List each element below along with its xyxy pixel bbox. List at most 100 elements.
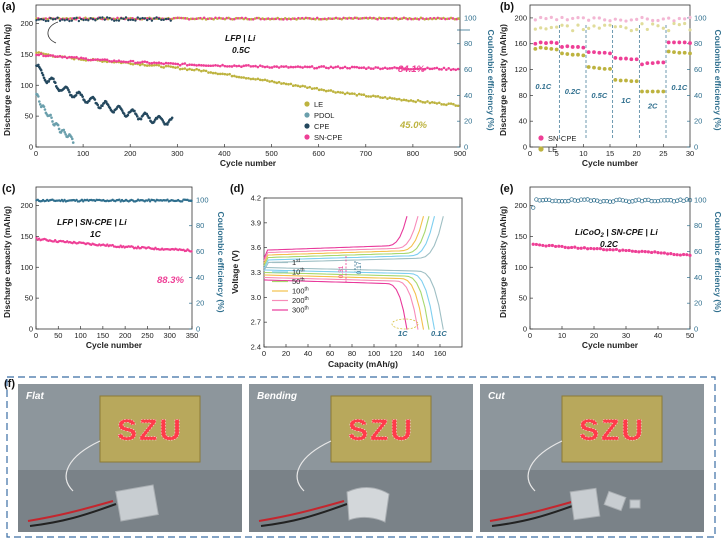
panel-a-label-84: 84.1%: [398, 64, 425, 75]
point-sn-cpe: [402, 67, 406, 70]
point-le: [183, 67, 187, 70]
point-le: [624, 78, 628, 83]
point-sn-cpe: [677, 40, 682, 45]
point-le: [682, 50, 687, 55]
ce-point: [336, 17, 340, 20]
point-le: [258, 78, 262, 82]
charge-curve-300: [263, 216, 408, 259]
point-le: [554, 47, 559, 52]
point-sn-cpe: [656, 251, 660, 255]
ce-point-cpe: [167, 17, 170, 21]
point-le: [284, 82, 288, 86]
point-le: [157, 64, 161, 67]
photo-title: Bending: [257, 391, 297, 402]
ce-point-sn: [544, 16, 548, 21]
point-le: [379, 96, 382, 99]
point-sn-cpe: [329, 65, 333, 69]
ce-point: [189, 17, 193, 21]
ce-point: [248, 17, 251, 21]
y2-tick-label: 40: [694, 273, 702, 282]
ce-point-cpe: [155, 16, 158, 19]
ce-point: [172, 16, 176, 20]
discharge-curve-100: [263, 274, 425, 330]
point-sn-cpe: [131, 59, 135, 63]
point-sn-cpe: [237, 64, 241, 68]
point-sn-cpe: [549, 40, 554, 45]
point-sn-cpe: [659, 251, 663, 255]
legend-label-sn-cpe-b: SN-CPE: [548, 134, 576, 143]
point-le: [230, 74, 234, 78]
point-sn-cpe: [247, 63, 250, 67]
point-le: [454, 104, 458, 107]
point-le: [404, 98, 408, 102]
point-sn-cpe: [211, 64, 215, 67]
point-sn-cpe: [209, 64, 213, 68]
point-sn-cpe: [613, 56, 618, 60]
panel-e: (e) 0 10 20 30 40 50050100150200020406080100 …: [498, 183, 723, 350]
point-sn-cpe: [58, 55, 62, 58]
wire-black: [29, 503, 117, 527]
point-cpe: [139, 117, 143, 121]
point-sn-cpe: [94, 58, 97, 61]
point-sn-cpe: [565, 44, 570, 49]
ce-point-le: [581, 27, 585, 32]
ce-point: [665, 198, 670, 203]
point-le: [200, 69, 203, 73]
point-le: [560, 51, 564, 56]
ce-point-cpe: [96, 17, 99, 20]
point-le: [372, 94, 375, 98]
point-sn-cpe: [629, 57, 634, 62]
ce-point-cpe: [136, 16, 139, 19]
point-le: [677, 50, 682, 55]
x-tick-label: 160: [434, 349, 447, 358]
panel-d-gap-annotations: 0.31 0.17: [338, 256, 363, 284]
point-le: [195, 67, 198, 71]
ce-point-le: [597, 26, 601, 30]
y-tick-label: 50: [25, 294, 33, 303]
point-sn-cpe: [204, 64, 208, 67]
ce-point: [278, 17, 281, 21]
point-sn-cpe: [586, 50, 591, 55]
ce-point: [174, 16, 178, 20]
x-tick-label: 350: [186, 331, 199, 340]
point-sn-cpe: [624, 248, 628, 253]
y-tick-label: 4.2: [251, 194, 261, 203]
ce-point-cpe: [124, 16, 128, 19]
point-cpe: [133, 109, 136, 113]
point-sn-cpe: [447, 67, 450, 70]
point-sn-cpe: [254, 64, 257, 68]
panel-e-marks: [531, 197, 693, 257]
ce-point: [550, 198, 555, 204]
point-cpe: [126, 113, 130, 117]
point-sn-cpe: [214, 63, 217, 67]
ce-point-cpe: [129, 18, 132, 21]
point-sn-cpe: [608, 247, 612, 252]
point-sn-cpe: [383, 66, 387, 70]
ce-point-sn: [587, 18, 591, 22]
point-le: [645, 89, 650, 94]
ce-point: [614, 197, 619, 203]
point-pdol: [64, 133, 67, 136]
x-tick-label: 15: [606, 149, 614, 158]
point-sn-cpe: [334, 65, 337, 69]
ce-point-cpe: [65, 18, 69, 21]
ce-point-cpe: [89, 17, 92, 20]
ce-point-cpe: [145, 18, 149, 22]
ce-point-le: [555, 25, 559, 29]
point-cpe: [122, 112, 126, 115]
point-sn-cpe: [190, 250, 193, 253]
point-le: [329, 89, 333, 92]
ce-point-le: [640, 22, 644, 26]
point-le: [244, 76, 248, 80]
ce-point-cpe: [51, 18, 55, 21]
ce-point: [118, 198, 121, 201]
legend-base: 300: [292, 306, 305, 315]
ce-point: [540, 198, 545, 203]
point-sn-cpe: [216, 64, 220, 67]
point-sn-cpe: [442, 66, 446, 70]
ce-point-cpe: [42, 18, 45, 22]
panel-d-ylabel: Voltage (V): [230, 250, 240, 294]
point-sn-cpe: [72, 56, 76, 59]
point-sn-cpe: [192, 63, 196, 67]
ce-point-sn: [635, 17, 639, 21]
